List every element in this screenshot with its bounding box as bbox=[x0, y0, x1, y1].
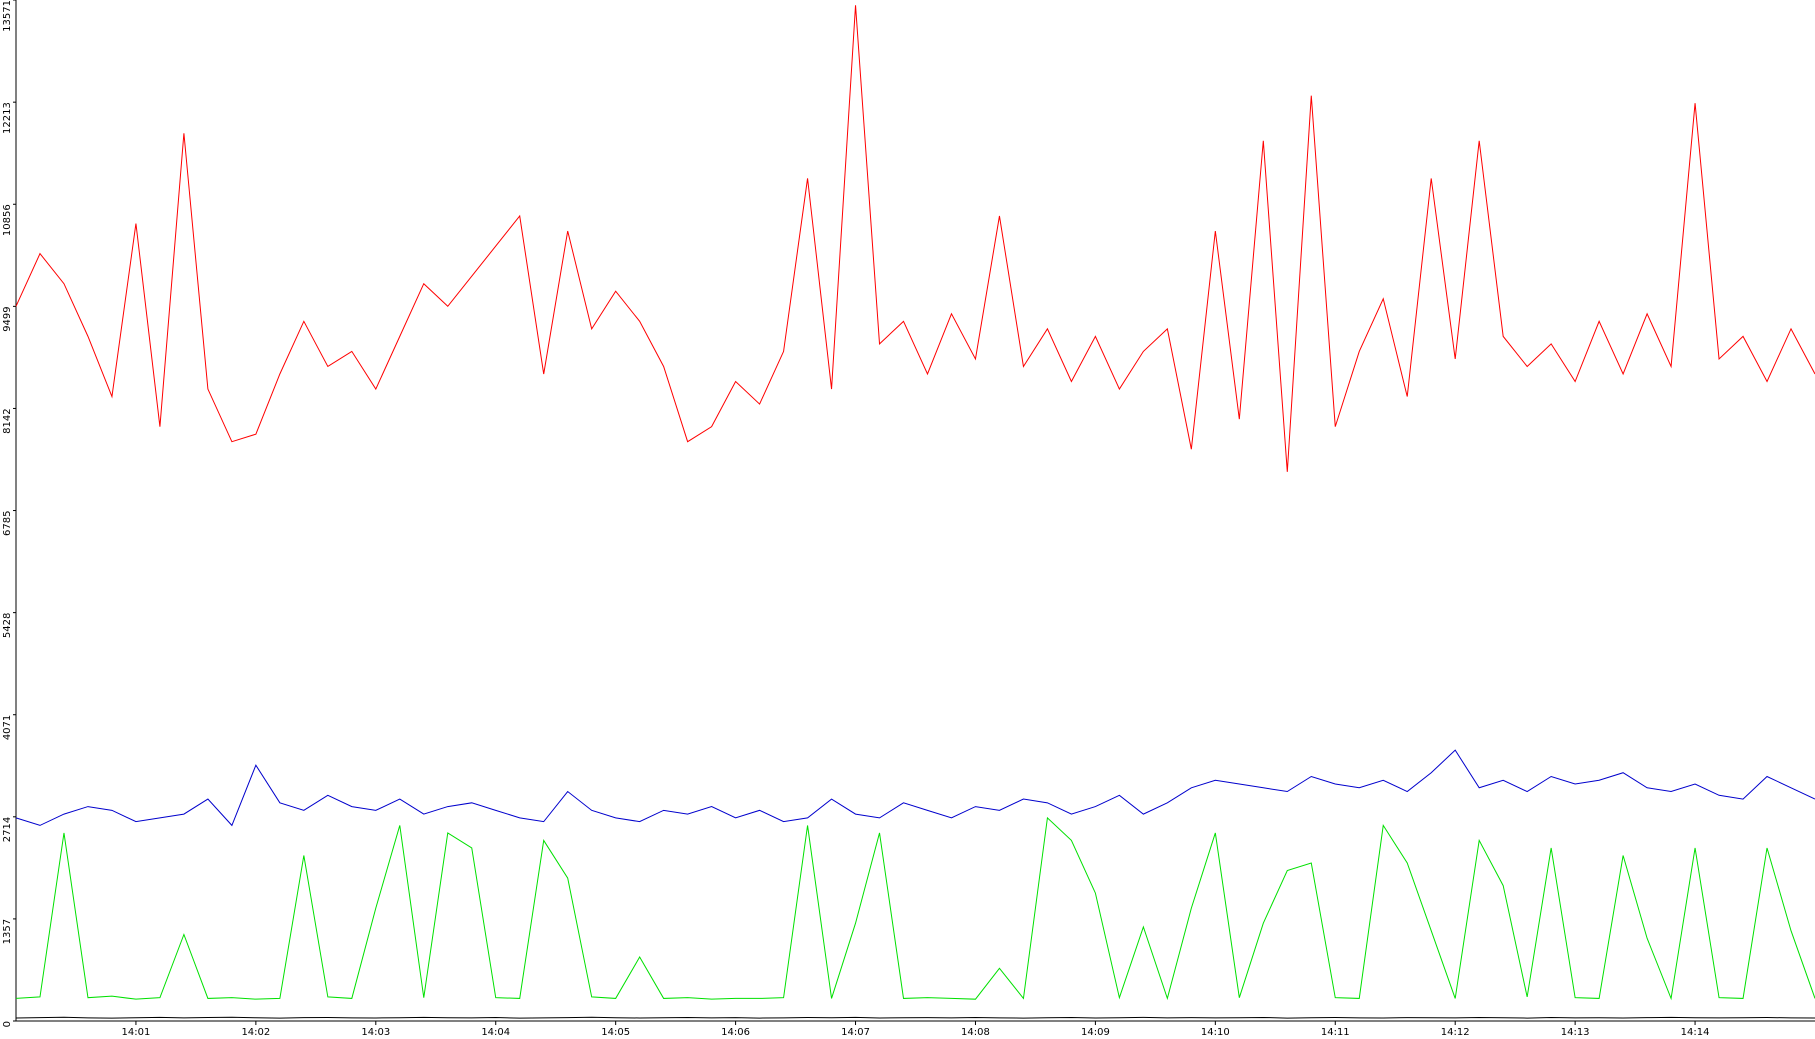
y-tick-label: 13571 bbox=[2, 0, 13, 32]
x-tick-label: 14:12 bbox=[1441, 1027, 1470, 1038]
x-tick-label: 14:03 bbox=[361, 1027, 390, 1038]
series-line bbox=[15, 5, 1815, 472]
series-line bbox=[15, 816, 1815, 1001]
y-tick-label: 2714 bbox=[2, 817, 13, 842]
y-tick-label: 10856 bbox=[2, 204, 13, 236]
series-line bbox=[15, 749, 1815, 827]
x-tick-label: 14:10 bbox=[1201, 1027, 1230, 1038]
y-tick-label: 0 bbox=[2, 1021, 13, 1027]
y-tick-label: 5428 bbox=[2, 613, 13, 638]
x-tick-label: 14:05 bbox=[601, 1027, 630, 1038]
x-tick-label: 14:14 bbox=[1681, 1027, 1710, 1038]
y-tick-label: 12213 bbox=[2, 102, 13, 134]
x-tick-label: 14:07 bbox=[841, 1027, 870, 1038]
y-tick-label: 6785 bbox=[2, 511, 13, 536]
y-tick-label: 1357 bbox=[2, 919, 13, 944]
x-tick-label: 14:06 bbox=[721, 1027, 750, 1038]
y-tick-label: 9499 bbox=[2, 306, 13, 331]
x-tick-label: 14:01 bbox=[122, 1027, 151, 1038]
y-tick-label: 4071 bbox=[2, 715, 13, 740]
x-tick-label: 14:13 bbox=[1561, 1027, 1590, 1038]
series-line bbox=[15, 1016, 1815, 1019]
x-tick-label: 14:09 bbox=[1081, 1027, 1110, 1038]
x-tick-label: 14:11 bbox=[1321, 1027, 1350, 1038]
x-tick-label: 14:02 bbox=[241, 1027, 270, 1038]
y-tick-label: 8142 bbox=[2, 408, 13, 433]
x-tick-label: 14:04 bbox=[481, 1027, 510, 1038]
x-tick-label: 14:08 bbox=[961, 1027, 990, 1038]
